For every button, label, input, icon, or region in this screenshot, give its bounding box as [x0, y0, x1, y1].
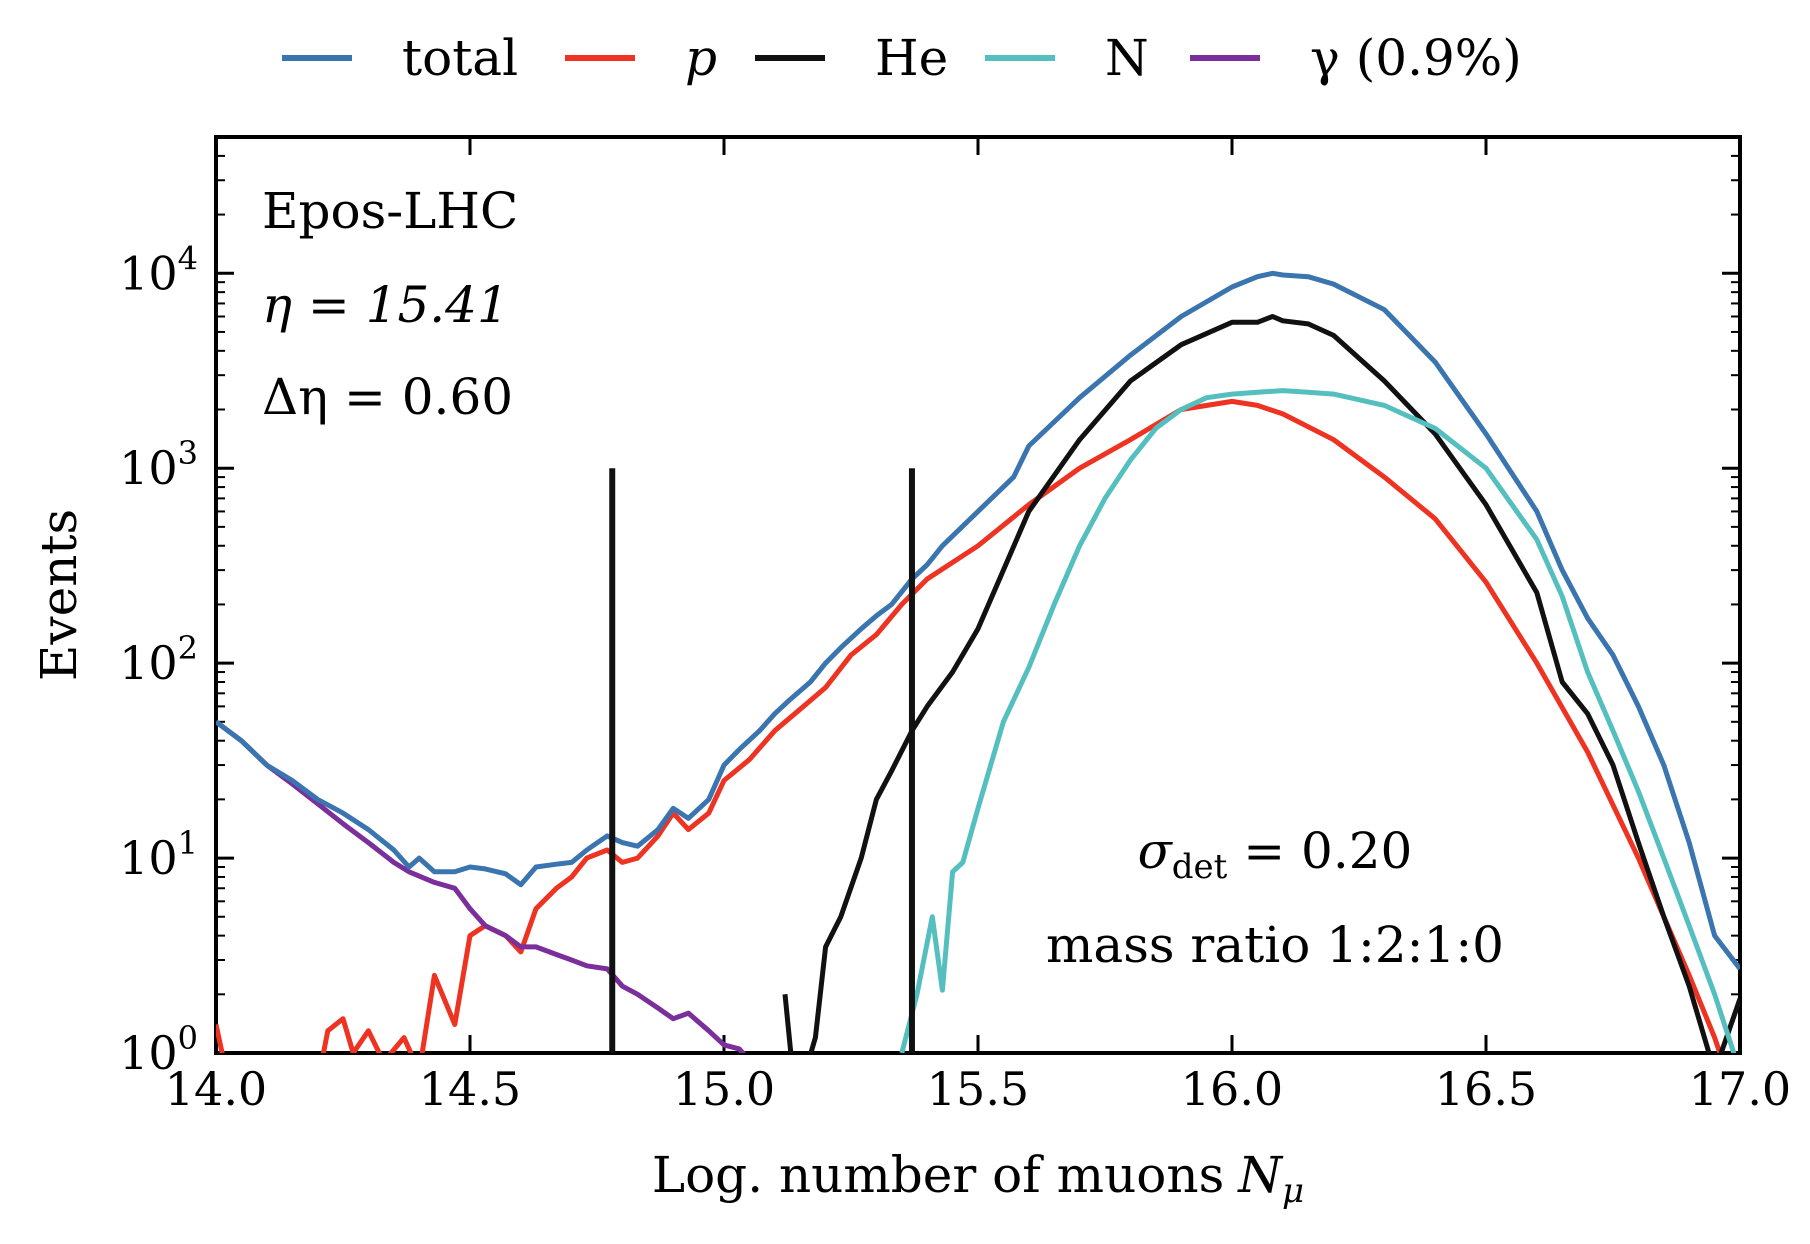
x-tick-label: 15.0: [673, 1062, 775, 1116]
x-tick-label: 14.0: [165, 1062, 267, 1116]
plot-frame: [214, 135, 1742, 1055]
annotation-delta-eta: Δη = 0.60: [262, 368, 513, 426]
series-line-total: [216, 270, 1740, 971]
y-axis-title: Events: [30, 509, 88, 681]
axis-ticks: [214, 136, 1742, 1055]
y-tick-label: 104: [119, 239, 198, 300]
annotation-model: Epos-LHC: [262, 182, 518, 240]
legend-label-N: N: [1105, 29, 1149, 87]
legend-label-gamma: γ (0.9%): [1310, 29, 1522, 87]
annotation-mass-ratio: mass ratio 1:2:1:0: [1046, 916, 1504, 974]
x-axis-title-text: Log. number of muons: [652, 1146, 1224, 1204]
annotation-eta: η = 15.41: [262, 276, 509, 334]
y-tick-label: 101: [119, 824, 198, 885]
cut-lines: [609, 468, 915, 1053]
y-tick-label: 102: [119, 629, 198, 690]
legend-label-total: total: [402, 29, 518, 87]
series-line-He: [782, 314, 1740, 1053]
x-axis-title-sub: μ: [1282, 1171, 1304, 1211]
series-group: [216, 270, 1740, 1053]
y-tick-label: 103: [119, 434, 198, 495]
x-tick-label: 17.0: [1689, 1062, 1791, 1116]
sigma-symbol: σ: [1138, 822, 1174, 880]
x-tick-label: 14.5: [419, 1062, 521, 1116]
y-tick-labels: 100 101 102 103 104: [119, 239, 198, 1080]
x-axis-title-symbol: N: [1237, 1146, 1284, 1204]
series-line-N: [899, 388, 1737, 1053]
x-axis-title: Log. number of muons Nμ: [652, 1146, 1304, 1211]
x-tick-label: 16.0: [1181, 1062, 1283, 1116]
legend-label-He: He: [875, 29, 948, 87]
x-tick-label: 16.5: [1435, 1062, 1537, 1116]
sigma-value: = 0.20: [1227, 822, 1412, 880]
sigma-subscript: det: [1172, 847, 1228, 887]
y-tick-label: 100: [119, 1019, 198, 1080]
series-line-gamma: [216, 719, 747, 1053]
legend-label-p: p: [685, 29, 717, 87]
series-line-p: [216, 398, 1723, 1053]
x-tick-label: 15.5: [927, 1062, 1029, 1116]
x-tick-labels: 14.0 14.5 15.0 15.5 16.0 16.5 17.0: [165, 1062, 1791, 1116]
annotation-sigma: σdet = 0.20: [1138, 822, 1413, 887]
